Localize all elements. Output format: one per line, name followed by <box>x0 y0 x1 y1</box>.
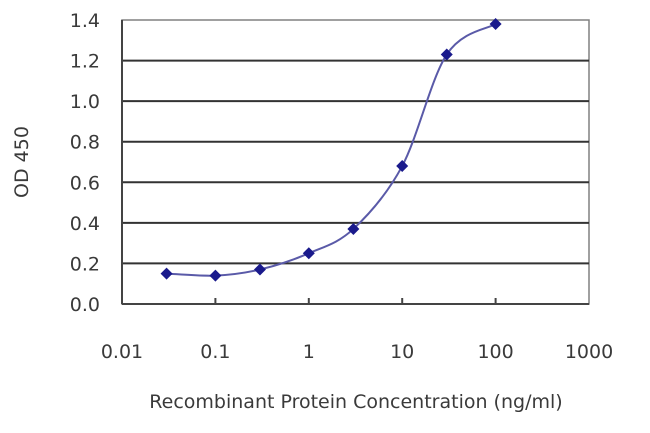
y-axis-title: OD 450 <box>11 126 33 198</box>
x-tick-label: 0.1 <box>200 341 230 363</box>
series-line <box>166 23 497 277</box>
data-point-diamond-marker <box>347 222 360 235</box>
x-axis-title: Recombinant Protein Concentration (ng/ml… <box>149 391 562 413</box>
x-tick-label: 0.01 <box>101 341 143 363</box>
y-tick-label: 0.0 <box>70 294 100 316</box>
y-axis-tick-labels: 0.0 0.2 0.4 0.6 0.8 1.0 1.2 1.4 <box>70 10 100 316</box>
data-point-diamond-marker <box>489 18 502 31</box>
gridlines <box>122 59 589 265</box>
plot-area <box>121 19 590 305</box>
x-tick-label: 1 <box>303 341 315 363</box>
data-series <box>160 18 502 282</box>
y-tick-label: 0.8 <box>70 132 100 154</box>
y-tick-label: 1.2 <box>70 51 100 73</box>
y-tick-label: 0.2 <box>70 253 100 275</box>
x-tick-label: 100 <box>477 341 513 363</box>
plot-frame <box>121 19 590 305</box>
data-point-diamond-marker <box>160 267 173 280</box>
x-axis-tick-labels: 0.01 0.1 1 10 100 1000 <box>101 341 613 363</box>
data-point-diamond-marker <box>209 269 222 282</box>
data-point-diamond-marker <box>440 48 453 61</box>
axes <box>121 20 589 305</box>
data-point-diamond-marker <box>302 247 315 260</box>
y-tick-label: 0.6 <box>70 172 100 194</box>
y-tick-label: 0.4 <box>70 213 100 235</box>
y-tick-label: 1.4 <box>70 10 100 32</box>
data-point-diamond-marker <box>253 263 266 276</box>
x-tick-label: 10 <box>390 341 414 363</box>
y-tick-label: 1.0 <box>70 91 100 113</box>
data-point-diamond-marker <box>396 160 409 173</box>
x-tick-label: 1000 <box>565 341 613 363</box>
